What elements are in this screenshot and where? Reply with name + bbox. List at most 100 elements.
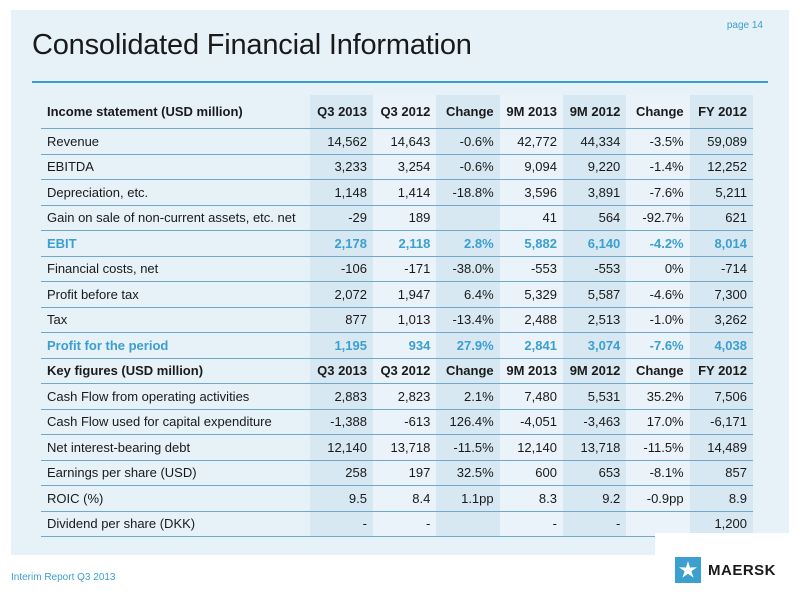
table-row: EBITDA 3,233 3,254 -0.6% 9,094 9,220 -1.4% 12,2…: [41, 154, 753, 180]
table-cell: 0%: [626, 256, 690, 282]
table-cell: 3,254: [372, 154, 437, 180]
row-label: Profit for the period: [41, 332, 310, 359]
table-cell: 9.5: [309, 485, 373, 512]
table-cell: -4.6%: [626, 281, 690, 308]
table-row: ROIC (%) 9.5 8.4 1.1pp 8.3 9.2 -0.9pp 8.9: [41, 485, 753, 512]
table-cell: -6,171: [689, 409, 753, 435]
table-cell: 5,211: [689, 179, 753, 206]
table-cell: -: [309, 511, 373, 537]
table-cell: -11.5%: [436, 434, 500, 461]
table-cell: 2,072: [309, 281, 373, 308]
financial-table: Income statement (USD million) Q3 2013 Q3 …: [41, 95, 753, 537]
table-row: Cash Flow used for capital expenditure -1…: [41, 409, 753, 435]
page-number: page 14: [726, 20, 763, 31]
table-row: Revenue 14,562 14,643 -0.6% 42,772 44,334 -3.5…: [41, 128, 753, 155]
column-header: Q3 2012: [372, 357, 437, 384]
table-row: Dividend per share (DKK) - - - -1,200: [41, 511, 753, 537]
table-cell: 877: [309, 307, 373, 333]
column-header: Q3 2013: [309, 95, 373, 129]
table-cell: 13,718: [562, 434, 627, 461]
table-cell: 7,300: [689, 281, 753, 308]
row-label: Financial costs, net: [41, 256, 310, 282]
table-cell: 3,233: [309, 154, 373, 180]
table-cell: 2,178: [309, 230, 373, 257]
table-cell: [626, 511, 690, 537]
table-cell: 1.1pp: [436, 485, 500, 512]
table-cell: -11.5%: [626, 434, 690, 461]
table-cell: -1.0%: [626, 307, 690, 333]
table-cell: -7.6%: [626, 332, 690, 359]
column-header: Q3 2013: [309, 357, 373, 384]
table-cell: 59,089: [689, 128, 753, 155]
table-cell: 2.8%: [436, 230, 500, 257]
column-header: Key figures (USD million): [41, 357, 310, 384]
table-cell: 41: [499, 205, 563, 231]
table-cell: -0.6%: [436, 154, 500, 180]
table-cell: -38.0%: [436, 256, 500, 282]
column-header: 9M 2012: [562, 95, 627, 129]
table-cell: 564: [562, 205, 627, 231]
row-label: Gain on sale of non-current assets, etc.…: [41, 205, 310, 231]
table-cell: -0.9pp: [626, 485, 690, 512]
table-cell: 14,489: [689, 434, 753, 461]
table-row: Depreciation, etc. 1,148 1,414 -18.8% 3,596 3…: [41, 179, 753, 206]
table-cell: -553: [562, 256, 627, 282]
table-cell: 2,513: [562, 307, 627, 333]
table-cell: 14,562: [309, 128, 373, 155]
table-cell: 3,596: [499, 179, 563, 206]
table-cell: 12,140: [309, 434, 373, 461]
row-label: Net interest-bearing debt: [41, 434, 310, 461]
key-header-row: Key figures (USD million) Q3 2013 Q3 2012 C…: [41, 357, 753, 384]
row-label: Dividend per share (DKK): [41, 511, 310, 537]
table-cell: -106: [309, 256, 373, 282]
column-header: Change: [436, 357, 500, 384]
table-cell: 2.1%: [436, 383, 500, 410]
table-cell: -0.6%: [436, 128, 500, 155]
table-row: Cash Flow from operating activities 2,883…: [41, 383, 753, 410]
table-cell: 126.4%: [436, 409, 500, 435]
table-cell: 5,329: [499, 281, 563, 308]
row-label: Depreciation, etc.: [41, 179, 310, 206]
table-cell: 1,013: [372, 307, 437, 333]
table-cell: 32.5%: [436, 460, 500, 486]
table-cell: 197: [372, 460, 437, 486]
table-cell: 27.9%: [436, 332, 500, 359]
column-header: Change: [436, 95, 500, 129]
table-cell: 653: [562, 460, 627, 486]
column-header: FY 2012: [689, 357, 753, 384]
row-label: Profit before tax: [41, 281, 310, 308]
table-cell: 2,883: [309, 383, 373, 410]
maersk-logo: MAERSK: [675, 557, 776, 583]
table-cell: -4.2%: [626, 230, 690, 257]
table-cell: 857: [689, 460, 753, 486]
table-cell: 600: [499, 460, 563, 486]
table-cell: -: [372, 511, 437, 537]
table-row: Profit for the period 1,195 934 27.9% 2,841 3…: [41, 332, 753, 359]
table-cell: 6.4%: [436, 281, 500, 308]
column-header: Change: [626, 95, 690, 129]
table-cell: -: [562, 511, 627, 537]
table-cell: 2,823: [372, 383, 437, 410]
table-cell: 1,148: [309, 179, 373, 206]
table-cell: 42,772: [499, 128, 563, 155]
table-cell: -3,463: [562, 409, 627, 435]
income-header-row: Income statement (USD million) Q3 2013 Q3 …: [41, 95, 753, 129]
table-row: Gain on sale of non-current assets, etc.…: [41, 205, 753, 231]
table-cell: -553: [499, 256, 563, 282]
table-cell: 9,094: [499, 154, 563, 180]
row-label: Revenue: [41, 128, 310, 155]
corner-panel: [655, 533, 789, 555]
column-header: FY 2012: [689, 95, 753, 129]
table-row: Earnings per share (USD) 258 197 32.5% 600 65…: [41, 460, 753, 486]
table-cell: 13,718: [372, 434, 437, 461]
table-cell: -: [499, 511, 563, 537]
column-header: 9M 2012: [562, 357, 627, 384]
table-cell: 8.3: [499, 485, 563, 512]
row-label: ROIC (%): [41, 485, 310, 512]
table-cell: 934: [372, 332, 437, 359]
column-header: 9M 2013: [499, 95, 563, 129]
table-cell: -1.4%: [626, 154, 690, 180]
table-cell: 2,841: [499, 332, 563, 359]
table-cell: 35.2%: [626, 383, 690, 410]
logo-text: MAERSK: [708, 561, 777, 579]
